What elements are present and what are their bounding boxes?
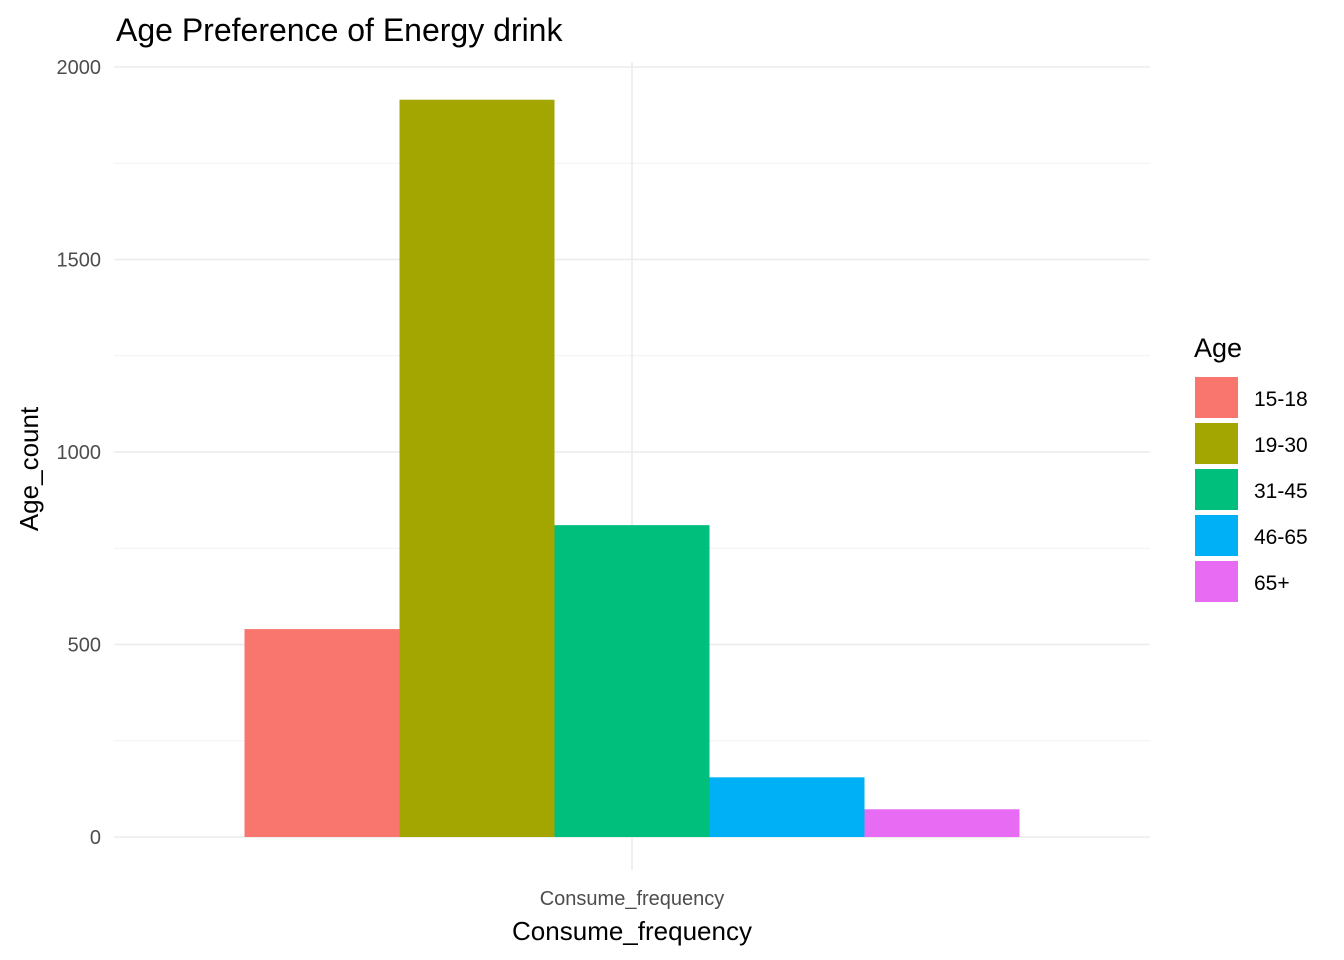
legend-label-46-65: 46-65 bbox=[1254, 526, 1308, 549]
y-axis-title: Age_count bbox=[14, 406, 44, 531]
bar-65plus bbox=[864, 809, 1020, 837]
y-tick-label: 0 bbox=[90, 827, 101, 849]
legend-title: Age bbox=[1194, 333, 1242, 363]
legend-label-65plus: 65+ bbox=[1254, 572, 1290, 595]
y-tick-label: 500 bbox=[68, 635, 101, 657]
y-tick-label: 2000 bbox=[57, 57, 102, 79]
x-axis-title: Consume_frequency bbox=[512, 916, 752, 946]
legend: Age 15-18 19-30 31-45 46-65 65+ bbox=[1194, 333, 1308, 602]
legend-swatch-15-18 bbox=[1195, 377, 1238, 418]
y-tick-label: 1000 bbox=[57, 442, 102, 464]
legend-label-31-45: 31-45 bbox=[1254, 480, 1308, 503]
legend-swatch-31-45 bbox=[1195, 469, 1238, 510]
y-tick-labels: 0 500 1000 1500 2000 bbox=[57, 57, 102, 849]
legend-label-15-18: 15-18 bbox=[1254, 388, 1308, 411]
bars bbox=[244, 99, 1020, 838]
x-tick-label: Consume_frequency bbox=[540, 888, 725, 910]
bar-19-30 bbox=[399, 99, 555, 838]
y-tick-label: 1500 bbox=[57, 250, 102, 272]
bar-31-45 bbox=[554, 525, 710, 837]
legend-swatch-46-65 bbox=[1195, 515, 1238, 556]
legend-swatch-65plus bbox=[1195, 561, 1238, 602]
x-tick-labels: Consume_frequency bbox=[540, 888, 725, 910]
bar-46-65 bbox=[709, 777, 865, 837]
chart-title: Age Preference of Energy drink bbox=[116, 12, 563, 48]
legend-label-19-30: 19-30 bbox=[1254, 434, 1308, 457]
legend-swatch-19-30 bbox=[1195, 423, 1238, 464]
bar-15-18 bbox=[244, 629, 400, 837]
